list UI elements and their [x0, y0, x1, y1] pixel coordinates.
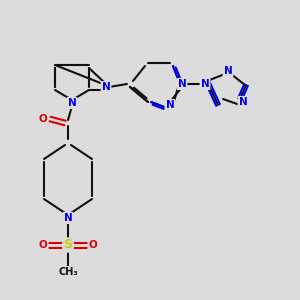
Text: S: S: [64, 238, 73, 251]
Text: CH₃: CH₃: [58, 267, 78, 277]
Text: N: N: [68, 98, 76, 108]
Text: O: O: [88, 240, 98, 250]
Text: N: N: [64, 213, 72, 223]
Text: O: O: [39, 114, 47, 124]
Text: O: O: [39, 240, 47, 250]
Text: N: N: [224, 66, 232, 76]
Text: N: N: [201, 79, 209, 89]
Text: N: N: [166, 100, 174, 110]
Text: N: N: [178, 79, 186, 89]
Text: N: N: [238, 97, 247, 107]
Text: N: N: [102, 82, 110, 92]
